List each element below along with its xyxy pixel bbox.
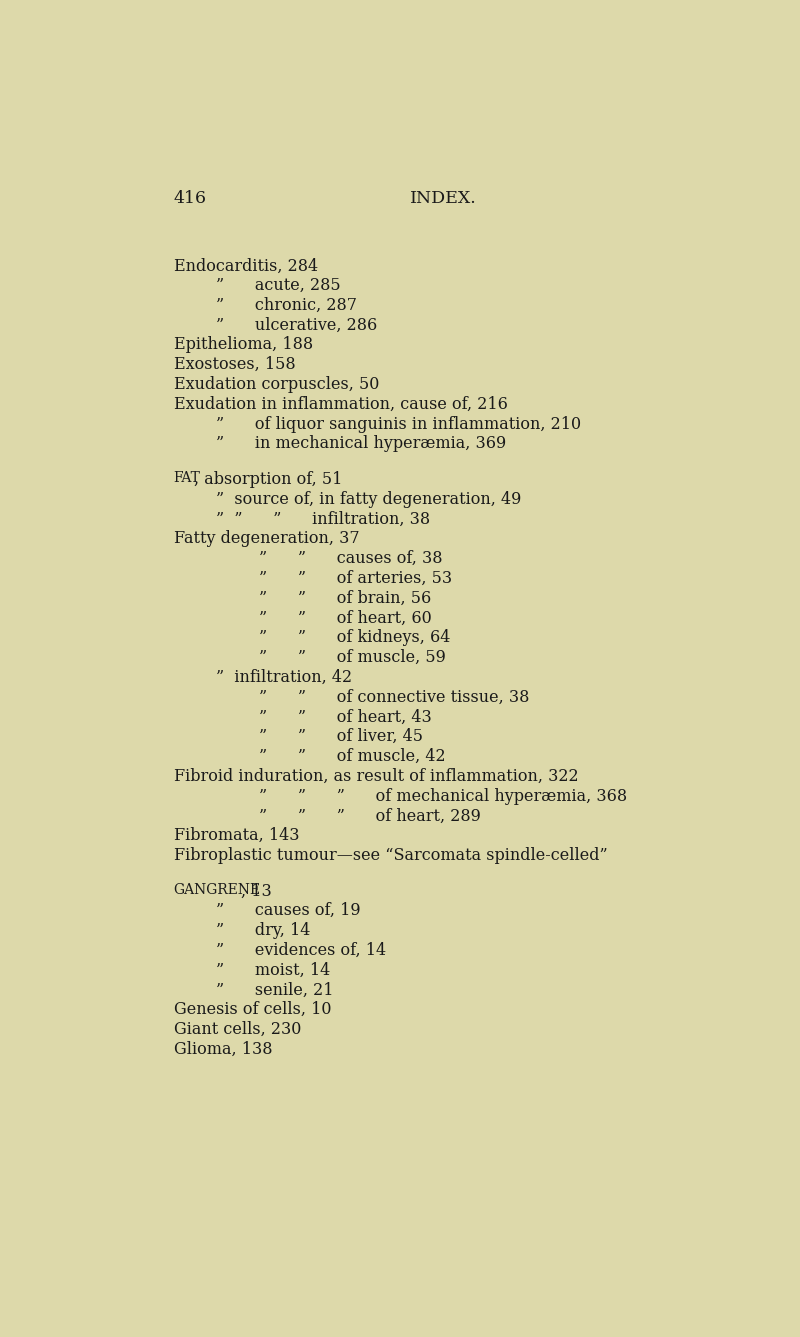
Text: Fibromata, 143: Fibromata, 143 bbox=[174, 828, 299, 844]
Text: ”      ”      of liver, 45: ” ” of liver, 45 bbox=[259, 729, 423, 745]
Text: , absorption of, 51: , absorption of, 51 bbox=[194, 471, 343, 488]
Text: ”      chronic, 287: ” chronic, 287 bbox=[216, 297, 358, 314]
Text: ”      ”      ”      of heart, 289: ” ” ” of heart, 289 bbox=[259, 808, 481, 825]
Text: ”      ”      ”      of mechanical hyperæmia, 368: ” ” ” of mechanical hyperæmia, 368 bbox=[259, 787, 627, 805]
Text: Exudation in inflammation, cause of, 216: Exudation in inflammation, cause of, 216 bbox=[174, 396, 507, 413]
Text: ”      ”      of heart, 60: ” ” of heart, 60 bbox=[259, 610, 432, 627]
Text: ”      ”      causes of, 38: ” ” causes of, 38 bbox=[259, 550, 442, 567]
Text: INDEX.: INDEX. bbox=[410, 190, 477, 207]
Text: ”  infiltration, 42: ” infiltration, 42 bbox=[216, 668, 352, 686]
Text: Exudation corpuscles, 50: Exudation corpuscles, 50 bbox=[174, 376, 379, 393]
Text: Fibroid induration, as result of inflammation, 322: Fibroid induration, as result of inflamm… bbox=[174, 767, 578, 785]
Text: ”      moist, 14: ” moist, 14 bbox=[216, 961, 330, 979]
Text: ”      ”      of arteries, 53: ” ” of arteries, 53 bbox=[259, 570, 452, 587]
Text: ”      ”      of kidneys, 64: ” ” of kidneys, 64 bbox=[259, 630, 450, 646]
Text: Fibroplastic tumour—see “Sarcomata spindle-celled”: Fibroplastic tumour—see “Sarcomata spind… bbox=[174, 846, 607, 864]
Text: ”  ”      ”      infiltration, 38: ” ” ” infiltration, 38 bbox=[216, 511, 430, 528]
Text: Exostoses, 158: Exostoses, 158 bbox=[174, 356, 295, 373]
Text: ”      ”      of heart, 43: ” ” of heart, 43 bbox=[259, 709, 432, 726]
Text: ”      senile, 21: ” senile, 21 bbox=[216, 981, 334, 999]
Text: ”      ”      of connective tissue, 38: ” ” of connective tissue, 38 bbox=[259, 689, 530, 706]
Text: ”      acute, 285: ” acute, 285 bbox=[216, 277, 341, 294]
Text: ”      ”      of muscle, 59: ” ” of muscle, 59 bbox=[259, 648, 446, 666]
Text: FAT: FAT bbox=[174, 471, 201, 485]
Text: ”      evidences of, 14: ” evidences of, 14 bbox=[216, 941, 386, 959]
Text: 416: 416 bbox=[174, 190, 206, 207]
Text: Fatty degeneration, 37: Fatty degeneration, 37 bbox=[174, 531, 359, 547]
Text: Giant cells, 230: Giant cells, 230 bbox=[174, 1021, 301, 1038]
Text: ”      ”      of muscle, 42: ” ” of muscle, 42 bbox=[259, 747, 446, 765]
Text: ”  source of, in fatty degeneration, 49: ” source of, in fatty degeneration, 49 bbox=[216, 491, 522, 508]
Text: ”      ”      of brain, 56: ” ” of brain, 56 bbox=[259, 590, 431, 607]
Text: Epithelioma, 188: Epithelioma, 188 bbox=[174, 337, 313, 353]
Text: ”      ulcerative, 286: ” ulcerative, 286 bbox=[216, 317, 378, 334]
Text: GANGRENE: GANGRENE bbox=[174, 882, 261, 897]
Text: Glioma, 138: Glioma, 138 bbox=[174, 1040, 272, 1058]
Text: Genesis of cells, 10: Genesis of cells, 10 bbox=[174, 1001, 331, 1019]
Text: ”      in mechanical hyperæmia, 369: ” in mechanical hyperæmia, 369 bbox=[216, 436, 506, 452]
Text: , 13: , 13 bbox=[241, 882, 272, 900]
Text: ”      of liquor sanguinis in inflammation, 210: ” of liquor sanguinis in inflammation, 2… bbox=[216, 416, 582, 433]
Text: Endocarditis, 284: Endocarditis, 284 bbox=[174, 257, 318, 274]
Text: ”      dry, 14: ” dry, 14 bbox=[216, 923, 310, 939]
Text: ”      causes of, 19: ” causes of, 19 bbox=[216, 902, 361, 920]
